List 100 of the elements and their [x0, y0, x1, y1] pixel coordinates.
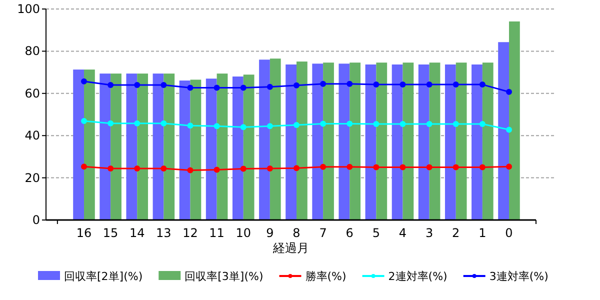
- bar: [376, 62, 388, 220]
- point: [266, 84, 273, 90]
- y-tick-label: 0: [32, 213, 40, 227]
- bar: [126, 74, 138, 220]
- point: [346, 80, 353, 87]
- bar: [179, 80, 190, 220]
- point: [214, 123, 220, 130]
- bar: [350, 62, 361, 220]
- point: [187, 84, 194, 91]
- point: [479, 120, 486, 127]
- bar: [444, 64, 456, 220]
- point: [506, 126, 512, 133]
- point: [108, 120, 114, 126]
- bar: [137, 74, 148, 220]
- legend-label: 3連対率(%): [489, 270, 548, 283]
- point: [426, 164, 432, 170]
- point: [134, 120, 140, 126]
- legend-label: 回収率[3単](%): [184, 270, 264, 283]
- point: [346, 120, 353, 127]
- x-tick-label: 2: [452, 226, 460, 240]
- point: [81, 78, 87, 84]
- point: [506, 88, 512, 95]
- x-tick-label: 14: [129, 226, 145, 240]
- point: [320, 80, 326, 87]
- point: [426, 82, 432, 88]
- point: [160, 82, 167, 88]
- bar: [270, 58, 281, 220]
- point: [479, 82, 486, 88]
- bar: [472, 64, 482, 220]
- legend-label: 2連対率(%): [388, 270, 448, 283]
- bar: [392, 64, 403, 220]
- bar: [110, 74, 122, 220]
- point: [373, 82, 380, 88]
- x-tick-label: 16: [76, 226, 92, 240]
- bar: [286, 64, 296, 220]
- bar: [84, 70, 95, 220]
- x-tick-label: 11: [209, 226, 224, 240]
- point: [214, 166, 220, 173]
- x-tick-label: 6: [346, 226, 354, 240]
- x-tick-label: 8: [292, 226, 300, 240]
- x-tick-label: 10: [236, 226, 252, 240]
- bar: [100, 74, 111, 220]
- point: [294, 165, 300, 172]
- point: [240, 84, 246, 91]
- bar: [509, 21, 520, 220]
- bar: [152, 74, 164, 220]
- point: [81, 164, 87, 170]
- point: [452, 164, 459, 170]
- point: [320, 120, 326, 127]
- x-tick-label: 5: [372, 226, 380, 240]
- point: [426, 120, 432, 127]
- bar: [190, 80, 202, 220]
- x-tick-label: 7: [319, 226, 327, 240]
- x-axis-title: 経過月: [272, 241, 309, 255]
- bar: [216, 74, 228, 220]
- x-tick-label: 13: [156, 226, 172, 240]
- y-tick-label: 80: [24, 44, 40, 58]
- point: [294, 122, 300, 128]
- legend-label: 勝率(%): [305, 270, 346, 283]
- bar: [296, 62, 308, 220]
- x-tick-label: 12: [182, 226, 198, 240]
- x-tick-label: 1: [478, 226, 486, 240]
- point: [479, 164, 486, 170]
- bar: [418, 64, 430, 220]
- y-tick-label: 100: [17, 2, 40, 16]
- point: [400, 120, 406, 127]
- bar: [323, 62, 334, 220]
- point: [108, 166, 114, 172]
- point: [452, 120, 459, 127]
- bar: [402, 62, 414, 220]
- bar: [365, 64, 376, 220]
- bar: [312, 64, 324, 220]
- bar: [259, 60, 270, 220]
- point: [81, 118, 87, 124]
- point: [160, 120, 167, 126]
- point: [187, 167, 194, 174]
- bar: [232, 76, 244, 220]
- point: [134, 166, 140, 172]
- point: [373, 120, 380, 127]
- bar: [429, 62, 440, 220]
- point: [506, 164, 512, 170]
- bar: [456, 62, 467, 220]
- point: [346, 164, 353, 170]
- point: [320, 164, 326, 170]
- point: [266, 166, 273, 172]
- bar: [73, 70, 84, 220]
- point: [160, 166, 167, 172]
- point: [400, 164, 406, 170]
- point: [214, 84, 220, 91]
- legend-label: 回収率[2単](%): [64, 270, 143, 283]
- bar: [338, 64, 350, 220]
- point: [240, 166, 246, 172]
- point: [108, 82, 114, 88]
- point: [187, 122, 194, 129]
- bar: [243, 74, 254, 220]
- point: [266, 123, 273, 130]
- y-tick-label: 60: [24, 86, 40, 100]
- point: [373, 164, 380, 170]
- bar: [498, 42, 509, 220]
- bar: [164, 74, 175, 220]
